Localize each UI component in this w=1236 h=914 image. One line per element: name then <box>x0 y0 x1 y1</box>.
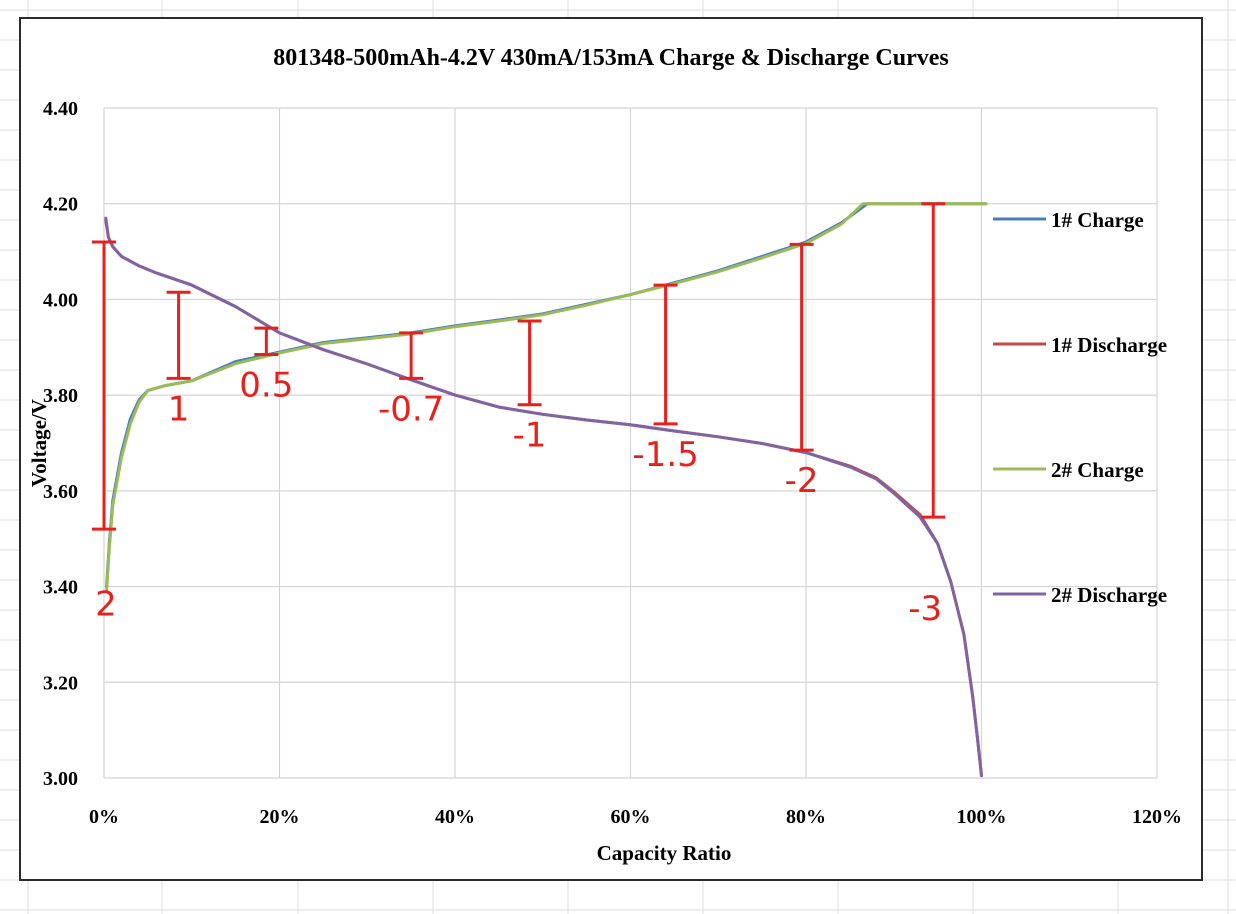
annotation-label: 2 <box>95 584 117 624</box>
annotation-label: 0.5 <box>239 365 293 405</box>
y-axis-ticks: 3.00 3.20 3.40 3.60 3.80 4.00 4.20 4.40 <box>43 98 78 790</box>
legend-label: 2# Charge <box>1051 458 1144 482</box>
annotation-label: 1 <box>168 389 190 429</box>
annotation-label: -2 <box>785 461 819 501</box>
series-line-2-charge <box>105 202 988 593</box>
x-tick-label: 0% <box>89 806 119 828</box>
y-axis-label: Voltage/V <box>27 399 51 487</box>
x-axis-ticks: 0% 20% 40% 60% 80% 100% 120% <box>89 806 1182 828</box>
y-tick-label: 4.40 <box>43 98 78 120</box>
x-tick-label: 20% <box>260 806 300 828</box>
x-tick-label: 60% <box>611 806 651 828</box>
annotation-label: -1 <box>513 416 547 456</box>
x-axis-label: Capacity Ratio <box>597 841 732 865</box>
annotation-label: -3 <box>908 589 942 629</box>
legend-label: 1# Charge <box>1051 208 1144 232</box>
y-tick-label: 4.20 <box>43 194 78 216</box>
y-tick-label: 3.00 <box>43 768 78 790</box>
y-tick-label: 4.00 <box>43 289 78 311</box>
x-tick-label: 80% <box>786 806 826 828</box>
x-tick-label: 40% <box>435 806 475 828</box>
handwritten-annotations: 2 1 0.5 -0.7 -1 -1.5 -2 -3 <box>92 202 946 629</box>
legend-label: 1# Discharge <box>1051 333 1167 357</box>
annotation-label: -0.7 <box>378 389 444 429</box>
x-tick-label: 100% <box>957 806 1007 828</box>
x-tick-label: 120% <box>1132 806 1182 828</box>
y-tick-label: 3.40 <box>43 577 78 599</box>
y-tick-label: 3.20 <box>43 672 78 694</box>
annotation-label: -1.5 <box>632 435 698 475</box>
legend: 1# Charge 1# Discharge 2# Charge 2# Dischar… <box>993 208 1167 607</box>
y-tick-label: 3.60 <box>43 481 78 503</box>
y-tick-label: 3.80 <box>43 385 78 407</box>
series-line-2-discharge <box>104 216 983 778</box>
chart-area-frame <box>19 17 1203 881</box>
series-lines <box>104 202 988 778</box>
legend-label: 2# Discharge <box>1051 583 1167 607</box>
chart-title: 801348-500mAh-4.2V 430mA/153mA Charge & … <box>273 45 949 71</box>
